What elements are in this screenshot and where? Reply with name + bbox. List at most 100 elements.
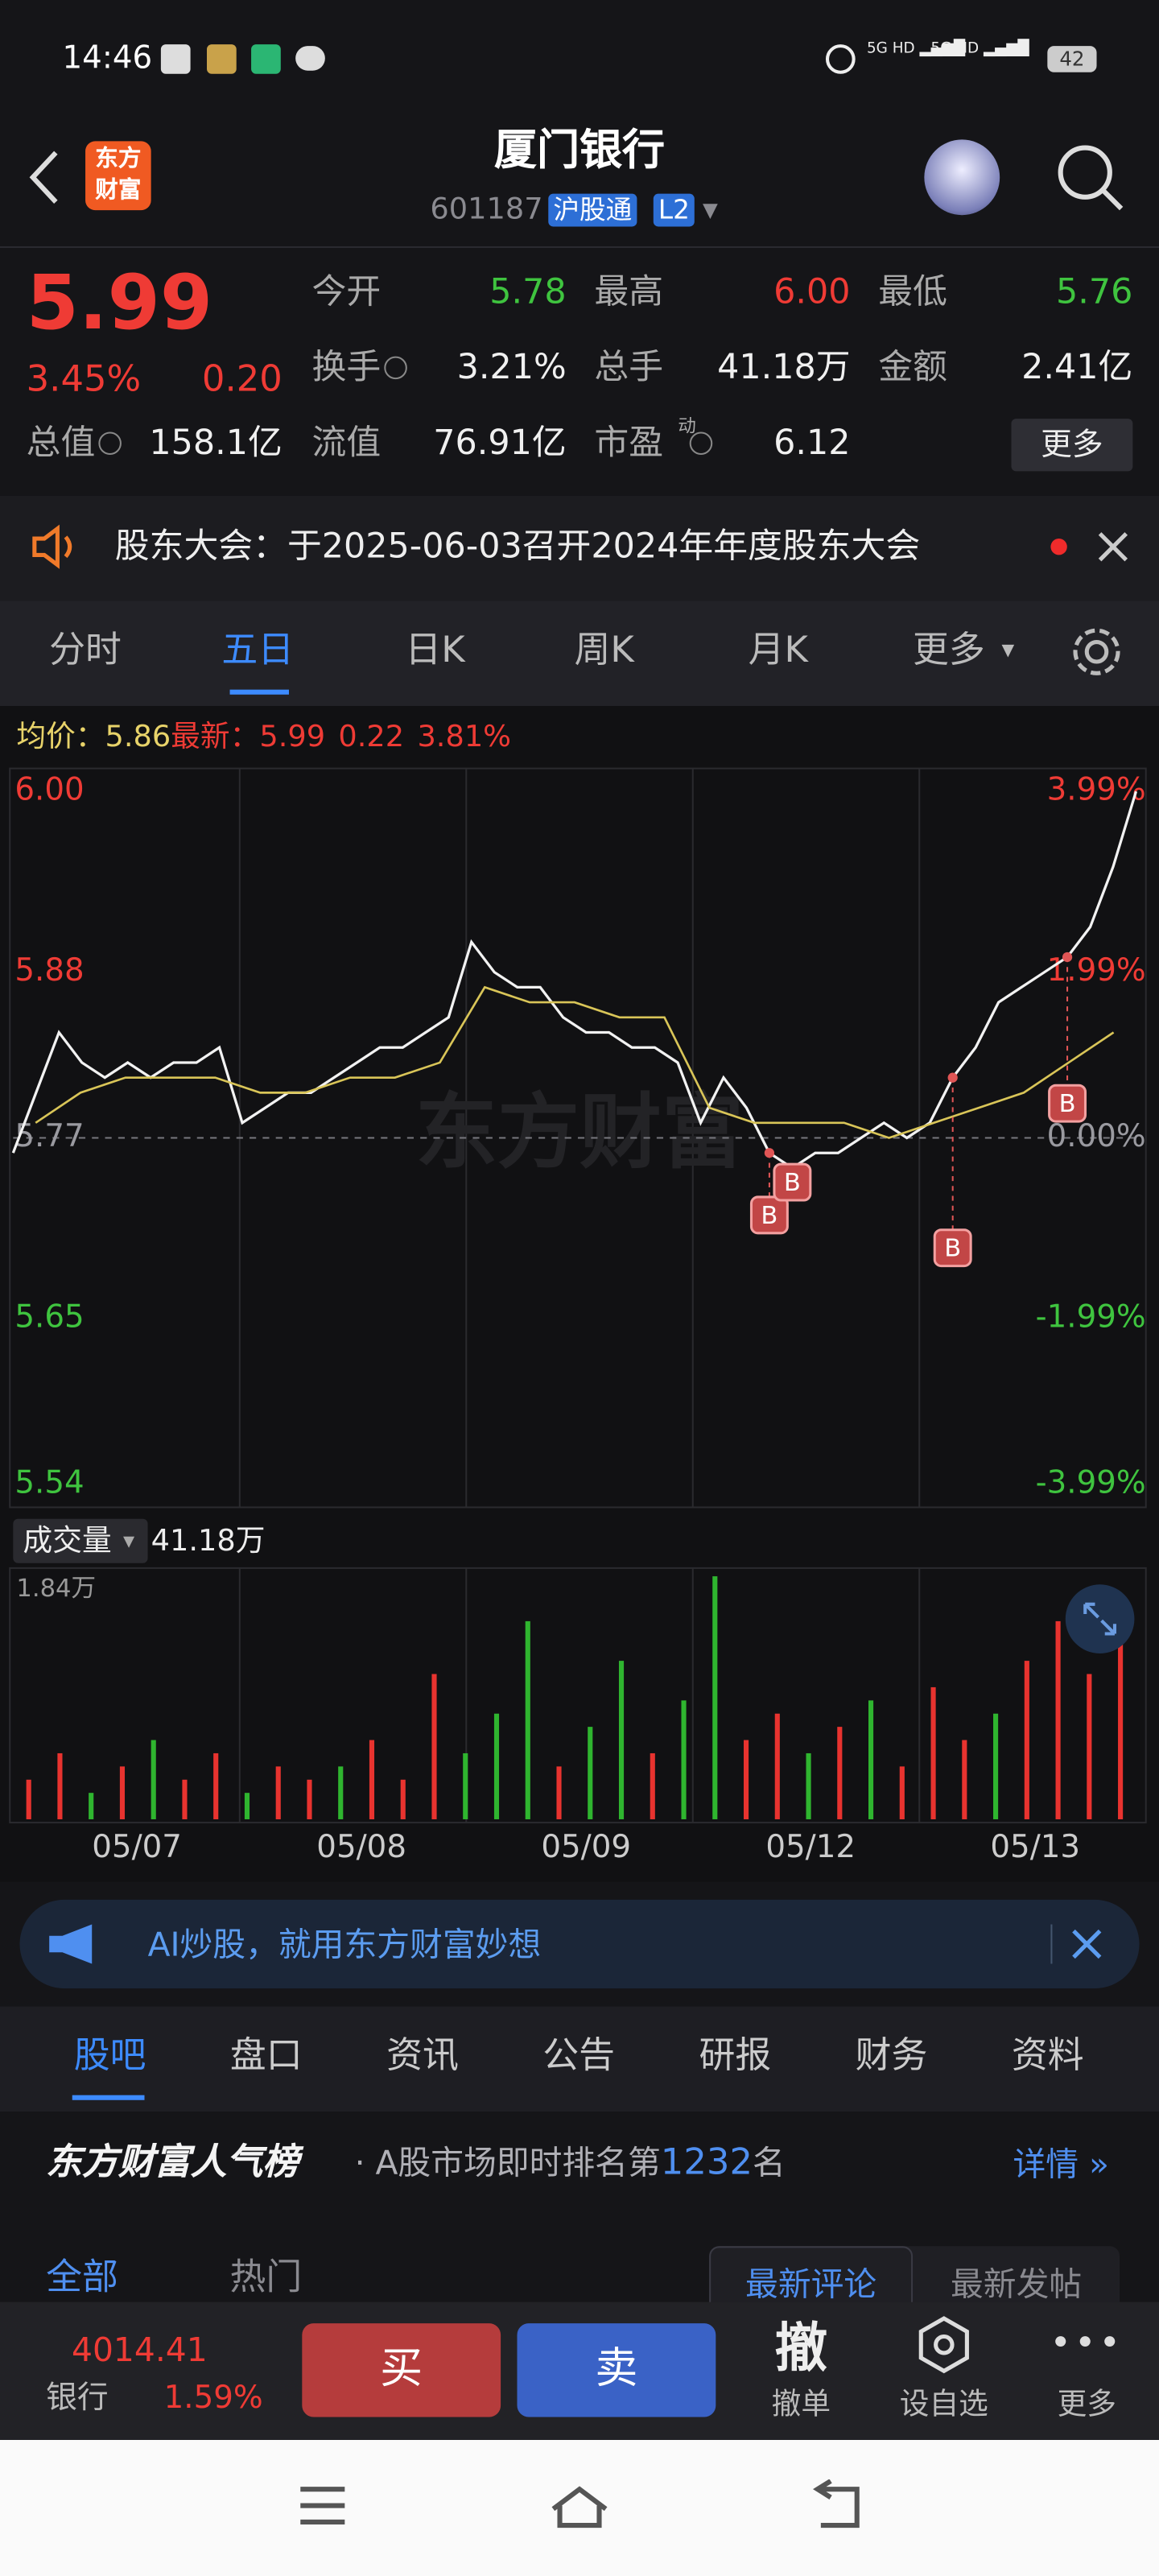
period-tab[interactable]: 月K xyxy=(748,630,808,672)
period-tabs xyxy=(0,601,1159,707)
marker-dot xyxy=(947,1072,958,1083)
intraday-chart: 东方财富 均价：5.86最新：5.99 0.22 3.81% 6.00 3.99% 5.88… xyxy=(9,718,1147,1865)
search-button[interactable] xyxy=(1054,141,1126,213)
average-line xyxy=(35,985,1115,1139)
change-amount: 0.20 xyxy=(201,359,283,401)
trade-marker-label: B xyxy=(761,1202,777,1230)
marker-dot xyxy=(764,1148,775,1158)
ranking-detail[interactable]: 详情 » xyxy=(1013,2144,1110,2184)
signal-icon: 5G HD ▂▄▆█ xyxy=(930,40,1029,58)
active-indicator xyxy=(72,2095,145,2100)
field-label: 最低 xyxy=(878,271,947,312)
dropdown-arrow[interactable]: ▼ xyxy=(702,198,718,222)
period-tab[interactable]: 更多 xyxy=(913,630,985,672)
more-button[interactable]: 更多 xyxy=(1011,419,1133,472)
watch-button[interactable]: 设自选 xyxy=(899,2387,988,2422)
y2-tick-label: -1.99% xyxy=(1036,1299,1146,1335)
volume-bar xyxy=(244,1793,250,1819)
more-icon: ••• xyxy=(1050,2323,1124,2365)
close-notice[interactable] xyxy=(1097,530,1130,564)
x-tick-label: 05/13 xyxy=(990,1829,1080,1865)
cancel-button[interactable]: 撤单 xyxy=(771,2387,831,2422)
feed-tab[interactable]: 全部 xyxy=(46,2257,118,2299)
unread-dot xyxy=(1050,539,1067,555)
chart-watermark: 东方财富 xyxy=(415,1084,744,1180)
legend-change-pct: 3.81% xyxy=(417,718,511,753)
watch-icon xyxy=(918,2316,969,2374)
period-tab[interactable]: 日K xyxy=(405,630,465,672)
volume-bar xyxy=(618,1661,625,1819)
last-price: 5.99 xyxy=(26,258,213,347)
trade-marker-label: B xyxy=(784,1169,801,1197)
ad-banner[interactable] xyxy=(19,1899,1140,1989)
period-tab[interactable]: 五日 xyxy=(221,630,295,672)
more-menu[interactable]: 更多 xyxy=(1057,2387,1116,2422)
notice-text[interactable]: 股东大会：于2025-06-03召开2024年年度股东大会 xyxy=(114,526,921,566)
legend-latest-label: 最新： xyxy=(171,718,259,753)
field-label: 金额 xyxy=(878,347,947,387)
assistant-avatar[interactable] xyxy=(924,139,1000,216)
index-value: 4014.41 xyxy=(72,2330,208,2370)
volume-bar xyxy=(806,1752,811,1819)
volume-bar xyxy=(431,1674,437,1819)
volume-bar xyxy=(26,1779,31,1819)
volume-bar xyxy=(151,1740,156,1819)
period-tab[interactable]: 周K xyxy=(574,630,634,672)
volume-label-bg xyxy=(13,1518,148,1563)
field-value: 76.91亿 xyxy=(433,423,567,463)
info-icon xyxy=(689,431,713,455)
trade-marker xyxy=(1048,1084,1087,1123)
volume-bar xyxy=(930,1686,936,1819)
trade-marker xyxy=(773,1162,812,1202)
notice-bar[interactable] xyxy=(0,495,1159,601)
detail-link[interactable]: 详情 xyxy=(1013,2144,1079,2184)
legend-latest: 5.99 xyxy=(259,718,325,753)
sort-switch xyxy=(709,2246,1120,2312)
info-tab[interactable]: 公告 xyxy=(542,2036,616,2078)
back-button[interactable] xyxy=(23,148,66,207)
settings-button[interactable] xyxy=(1069,624,1124,679)
volume-bar xyxy=(868,1700,874,1819)
sort-tab[interactable]: 最新发帖 xyxy=(950,2264,1083,2304)
info-tab[interactable]: 财务 xyxy=(855,2036,928,2078)
dropdown-arrow[interactable]: ▼ xyxy=(1001,642,1015,660)
stock-tag: 沪股通 xyxy=(548,193,637,227)
nav-buttons[interactable] xyxy=(295,2479,864,2535)
feed-tab[interactable]: 热门 xyxy=(229,2257,303,2299)
field-value: 158.1亿 xyxy=(149,423,283,463)
volume-bar xyxy=(1055,1620,1061,1819)
ranking-number: 1232 xyxy=(660,2142,753,2184)
y2-tick-label: -3.99% xyxy=(1036,1464,1146,1501)
volume-bar xyxy=(89,1793,94,1819)
volume-max-label: 1.84万 xyxy=(16,1575,96,1603)
info-tab[interactable]: 资讯 xyxy=(386,2036,459,2078)
app-logo[interactable]: 东方财富 xyxy=(85,141,151,211)
info-tab[interactable]: 研报 xyxy=(699,2036,772,2078)
volume-dropdown: ▼ xyxy=(123,1533,135,1550)
ad-text[interactable]: AI炒股，就用东方财富妙想 xyxy=(147,1924,542,1964)
sort-tab[interactable]: 最新评论 xyxy=(745,2264,877,2304)
buy-button[interactable]: 买 xyxy=(302,2323,501,2417)
volume-bar xyxy=(743,1740,749,1819)
period-tab[interactable]: 分时 xyxy=(49,630,122,672)
megaphone-icon xyxy=(49,1924,93,1964)
info-tab[interactable]: 盘口 xyxy=(229,2036,303,2078)
field-value: 2.41亿 xyxy=(1021,347,1133,387)
sell-button[interactable]: 卖 xyxy=(517,2323,716,2417)
volume-bar xyxy=(213,1752,219,1819)
speaker-icon xyxy=(32,524,72,569)
x-tick-label: 05/08 xyxy=(316,1829,406,1865)
cancel-icon[interactable]: 撤 xyxy=(774,2317,828,2380)
y-tick-label: 6.00 xyxy=(14,772,84,808)
status-icon xyxy=(251,44,281,74)
close-ad[interactable] xyxy=(1070,1928,1103,1961)
info-tab[interactable]: 资料 xyxy=(1011,2036,1084,2078)
y-tick-label: 5.65 xyxy=(14,1299,84,1335)
y2-tick-label: 0.00% xyxy=(1047,1118,1146,1154)
info-icon xyxy=(98,431,122,455)
info-tab[interactable]: 股吧 xyxy=(73,2036,146,2078)
pe-superscript: 动 xyxy=(678,415,696,437)
status-time: 14:46 xyxy=(62,39,153,76)
